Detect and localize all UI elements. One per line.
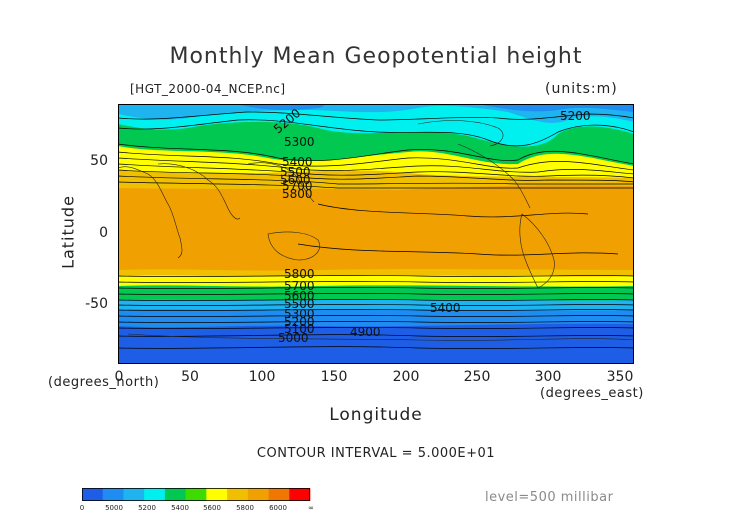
x-tick-label: 350 <box>606 369 634 385</box>
colorbar <box>82 488 311 501</box>
colorbar-label: 0 <box>79 504 85 512</box>
band-blue-north <box>118 104 634 112</box>
colorbar-swatch <box>206 488 228 501</box>
colorbar-label: 5800 <box>236 504 254 512</box>
colorbar-swatch <box>164 488 186 501</box>
plot-title: Monthly Mean Geopotential height <box>169 44 583 69</box>
contour-label: 5700 <box>282 179 313 193</box>
x-tick-label: 250 <box>463 369 491 385</box>
level-label: level=500 millibar <box>485 490 614 505</box>
contour-label: 5100 <box>284 322 315 336</box>
contour-label: 5000 <box>278 331 309 345</box>
contour-label: 4900 <box>350 325 381 339</box>
contour-label: 5700 <box>284 279 315 293</box>
y-axis-label: Latitude <box>58 195 78 269</box>
x-tick-label: 100 <box>248 369 276 385</box>
colorbar-swatch <box>82 488 104 501</box>
colorbar-label: 5000 <box>105 504 123 512</box>
y-tick-label: -50 <box>85 296 108 312</box>
y-tick-label: 0 <box>99 225 108 241</box>
contour-label: 5800 <box>282 187 313 201</box>
contour-label: 5400 <box>282 155 313 169</box>
contour-label: 5200 <box>560 109 591 123</box>
coastlines <box>118 120 634 341</box>
x-tick-label: 150 <box>320 369 348 385</box>
contour-labels: 5200 5300 5400 5500 5600 5700 5800 5200 … <box>271 106 591 345</box>
colorbar-label: 6000 <box>269 504 287 512</box>
colorbar-label: 5400 <box>171 504 189 512</box>
geopotential-map: 5200 5300 5400 5500 5600 5700 5800 5200 … <box>118 104 634 364</box>
contour-label: 5500 <box>284 297 315 311</box>
contour-label: 5600 <box>284 289 315 303</box>
contour-label: 5800 <box>284 267 315 281</box>
contour-label: 5300 <box>284 307 315 321</box>
contour-label: 5400 <box>430 301 461 315</box>
contour-label: 5200 <box>284 315 315 329</box>
x-tick-label: 50 <box>181 369 199 385</box>
x-axis-units: (degrees_east) <box>540 386 644 401</box>
colorbar-swatch <box>144 488 166 501</box>
colorbar-label: ∞ <box>308 504 314 512</box>
contour-interval: CONTOUR INTERVAL = 5.000E+01 <box>256 446 496 461</box>
colorbar-swatch <box>185 488 207 501</box>
x-tick-label: 300 <box>534 369 562 385</box>
contour-lines <box>118 111 634 349</box>
colorbar-swatch <box>289 488 311 501</box>
band-cyan-north <box>118 104 634 147</box>
contour-label: 5300 <box>284 135 315 149</box>
colorbar-swatch <box>102 488 124 501</box>
contour-label: 5500 <box>280 165 311 179</box>
colorbar-swatch <box>268 488 290 501</box>
file-name: [HGT_2000-04_NCEP.nc] <box>130 82 286 96</box>
x-tick-label: 200 <box>392 369 420 385</box>
contour-label: 5600 <box>280 173 311 187</box>
colorbar-swatch <box>247 488 269 501</box>
map-frame <box>118 104 634 364</box>
units-label: (units:m) <box>545 81 618 97</box>
x-tick-label: 0 <box>114 369 124 385</box>
colorbar-swatch <box>227 488 249 501</box>
y-tick-label: 50 <box>90 153 108 169</box>
colorbar-swatch <box>123 488 145 501</box>
y-axis-units: (degrees_north) <box>48 375 160 390</box>
colorbar-label: 5600 <box>203 504 221 512</box>
x-axis-label: Longitude <box>329 405 423 425</box>
colorbar-label: 5200 <box>138 504 156 512</box>
